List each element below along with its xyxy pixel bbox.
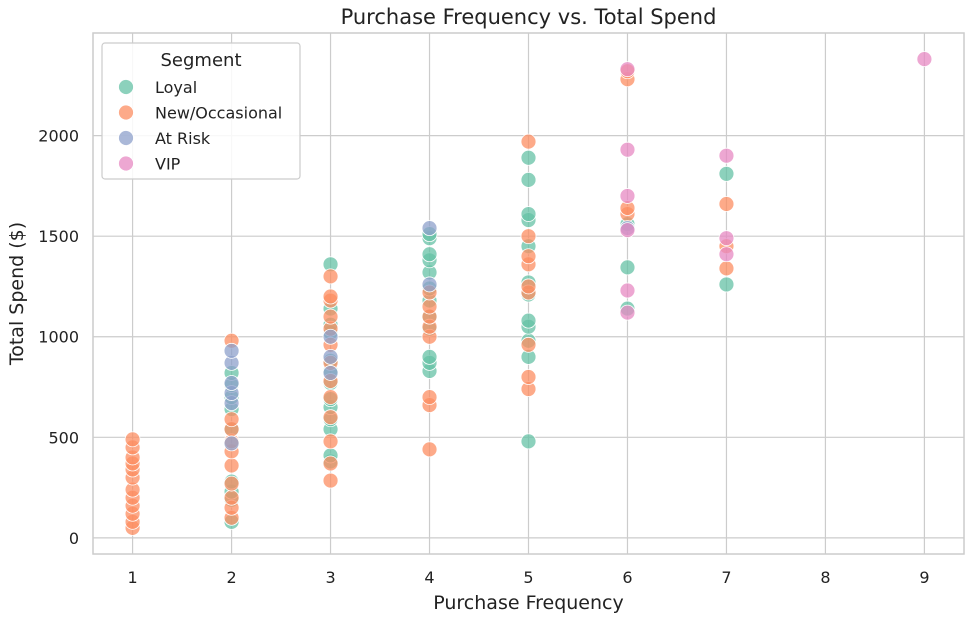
data-point <box>619 304 636 321</box>
x-tick-label: 3 <box>325 568 335 587</box>
legend: Segment Loyal New/Occasional At Risk VIP <box>101 42 301 180</box>
y-tick-label: 0 <box>69 529 79 548</box>
data-point <box>223 411 240 428</box>
data-point <box>619 61 636 78</box>
data-point <box>223 375 240 391</box>
y-tick-label: 1000 <box>38 328 79 347</box>
x-tick-label: 8 <box>820 568 830 587</box>
data-point <box>223 475 240 492</box>
data-point <box>421 246 438 263</box>
x-tick-label: 6 <box>622 568 632 587</box>
data-point <box>619 141 636 158</box>
y-tick-label: 500 <box>48 428 79 447</box>
data-point <box>322 409 339 426</box>
data-point <box>718 230 735 247</box>
x-tick-label: 7 <box>721 568 731 587</box>
y-tick-label: 2000 <box>38 127 79 146</box>
data-point <box>322 433 339 450</box>
data-point <box>520 133 537 150</box>
data-point <box>223 435 240 452</box>
x-tick-label: 1 <box>127 568 137 587</box>
data-points <box>124 51 933 536</box>
data-point <box>223 342 240 359</box>
data-point <box>322 365 339 381</box>
legend-title: Segment <box>161 50 242 71</box>
chart-title: Purchase Frequency vs. Total Spend <box>341 5 717 29</box>
data-point <box>520 248 537 265</box>
legend-marker <box>118 79 134 95</box>
legend-box <box>101 42 301 180</box>
legend-marker <box>118 104 134 121</box>
data-point <box>421 276 438 293</box>
data-point <box>421 298 438 315</box>
data-point <box>124 431 141 448</box>
y-axis-label: Total Spend ($) <box>6 222 28 366</box>
data-point <box>619 222 636 239</box>
legend-entry-label: At Risk <box>155 129 211 148</box>
data-point <box>619 188 636 204</box>
data-point <box>322 472 339 489</box>
data-point <box>718 165 735 182</box>
legend-entry-label: New/Occasional <box>155 104 282 123</box>
legend-entry-label: VIP <box>155 155 181 174</box>
data-point <box>421 389 438 405</box>
x-tick-label: 5 <box>523 568 533 587</box>
plot-frame <box>92 32 965 555</box>
data-point <box>322 348 339 365</box>
data-point <box>916 51 933 68</box>
data-point <box>520 336 537 353</box>
data-point <box>322 288 339 305</box>
x-axis-label: Purchase Frequency <box>433 592 623 614</box>
data-point <box>322 389 339 405</box>
data-point <box>520 206 537 222</box>
data-point <box>322 308 339 325</box>
data-point <box>322 268 339 285</box>
data-point <box>421 348 438 365</box>
x-tick-label: 9 <box>919 568 929 587</box>
y-tick-label: 1500 <box>38 227 79 246</box>
legend-marker <box>118 155 134 172</box>
data-point <box>520 171 537 188</box>
data-point <box>520 228 537 245</box>
data-point <box>520 278 537 295</box>
data-point <box>520 369 537 385</box>
data-point <box>520 149 537 166</box>
x-tick-label: 2 <box>226 568 236 587</box>
data-point <box>718 196 735 212</box>
x-tick-label: 4 <box>424 568 434 587</box>
data-point <box>619 259 636 276</box>
data-point <box>520 433 537 450</box>
data-point <box>718 246 735 263</box>
legend-entry-label: Loyal <box>155 78 197 97</box>
y-tick-labels: 0 500 1000 1500 2000 <box>38 127 79 548</box>
data-point <box>619 282 636 299</box>
data-point <box>223 457 240 474</box>
data-point <box>223 489 240 506</box>
data-point <box>421 441 438 458</box>
data-point <box>421 220 438 237</box>
data-point <box>322 328 339 345</box>
data-point <box>322 455 339 472</box>
legend-marker <box>118 130 134 146</box>
data-point <box>718 260 735 277</box>
data-point <box>718 147 735 164</box>
data-point <box>520 312 537 329</box>
data-point <box>718 276 735 293</box>
x-tick-labels: 1 2 3 4 5 6 7 8 9 <box>127 568 929 587</box>
